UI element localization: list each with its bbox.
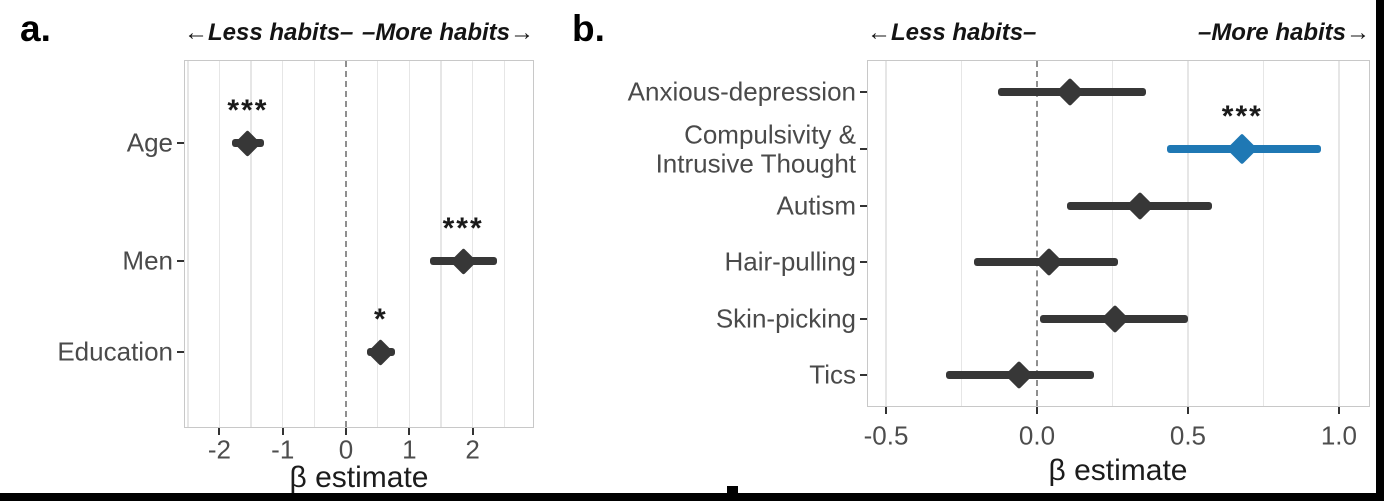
gridline <box>408 61 411 427</box>
gridline <box>503 61 505 427</box>
y-axis-tick-mark <box>177 142 184 144</box>
gridline <box>960 61 963 406</box>
panel-a-more-habits-arrow-label: –More habits→ <box>361 19 534 46</box>
gridline <box>376 61 379 427</box>
frame-bottom-bar <box>0 493 1384 501</box>
gridline <box>281 61 284 427</box>
frame-right-bar <box>1376 0 1384 501</box>
x-axis-tick-mark <box>885 407 888 414</box>
x-axis-tick-mark <box>218 428 221 435</box>
gridline <box>187 61 189 427</box>
panel-b-x-axis-title: β estimate <box>1048 454 1188 487</box>
x-axis-tick-label: 0 <box>338 434 354 465</box>
y-axis-tick-mark <box>860 374 867 376</box>
frame-bottom-center-tick <box>727 486 738 494</box>
panel-a-letter: a. <box>20 8 51 49</box>
gridline <box>1187 61 1189 406</box>
x-axis-tick-label: 1 <box>402 434 417 465</box>
x-axis-tick-label: 1.0 <box>1320 420 1357 451</box>
row-label: Age <box>126 127 173 158</box>
x-axis-tick-label: 0.5 <box>1169 420 1207 451</box>
plot-panel-border <box>867 60 1370 407</box>
x-axis-tick-mark <box>1035 407 1038 414</box>
x-axis-tick-mark <box>281 428 284 435</box>
y-axis-tick-mark <box>860 148 867 150</box>
gridline <box>1338 61 1340 406</box>
panel-b-more-habits-arrow-label: –More habits→ <box>1197 19 1370 46</box>
panel-b-letter: b. <box>572 8 605 49</box>
x-axis-tick-label: 2 <box>465 434 480 465</box>
x-axis-tick-mark <box>345 428 348 435</box>
row-label: Tics <box>809 359 856 390</box>
panel-b-less-habits-arrow-label: ←Less habits– <box>867 19 1037 46</box>
gridline <box>1262 61 1265 406</box>
x-axis-tick-label: -2 <box>207 434 231 465</box>
row-label: Education <box>57 336 173 367</box>
y-axis-tick-mark <box>177 351 184 353</box>
gridline <box>1111 61 1114 406</box>
gridline <box>885 61 887 406</box>
panel-a-x-axis-title: β estimate <box>289 461 429 494</box>
gridline <box>218 61 221 427</box>
y-axis-tick-mark <box>860 205 867 207</box>
zero-reference-line <box>1035 61 1038 406</box>
zero-reference-line <box>345 61 348 427</box>
x-axis-tick-mark <box>471 428 474 435</box>
gridline <box>440 61 442 427</box>
y-axis-tick-mark <box>860 261 867 263</box>
y-axis-tick-mark <box>177 260 184 262</box>
row-label: Compulsivity & Intrusive Thought <box>655 119 856 178</box>
gridline <box>471 61 474 427</box>
row-label: Hair-pulling <box>724 246 857 277</box>
row-label: Men <box>122 245 173 276</box>
x-axis-tick-label: 0.0 <box>1018 420 1056 451</box>
row-label: Skin-picking <box>715 303 856 334</box>
significance-stars: * <box>373 303 388 336</box>
significance-stars: *** <box>1221 100 1263 133</box>
panel-a-direction-header: ←Less habits– –More habits→ <box>184 19 534 46</box>
significance-stars: *** <box>227 94 269 127</box>
y-axis-tick-mark <box>860 318 867 320</box>
row-label: Autism <box>776 190 856 221</box>
x-axis-tick-mark <box>1186 407 1189 414</box>
panel-a-less-habits-arrow-label: ←Less habits– <box>184 19 354 46</box>
gridline <box>313 61 316 427</box>
significance-stars: *** <box>442 212 484 245</box>
x-axis-tick-label: -1 <box>271 434 295 465</box>
row-label: Anxious-depression <box>627 76 856 107</box>
gridline <box>250 61 252 427</box>
x-axis-tick-mark <box>1337 407 1340 414</box>
y-axis-tick-mark <box>860 91 867 93</box>
x-axis-tick-label: -0.5 <box>863 420 909 451</box>
panel-b-direction-header: ←Less habits– –More habits→ <box>867 19 1370 46</box>
plot-panel-border <box>184 60 534 428</box>
x-axis-tick-mark <box>408 428 411 435</box>
